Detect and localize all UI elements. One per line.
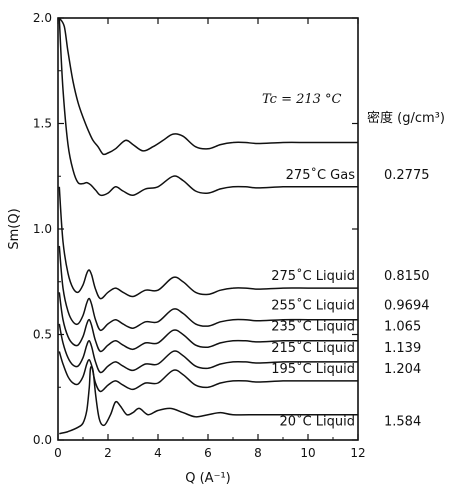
- x-axis-title: Q (A⁻¹): [185, 471, 230, 486]
- y-tick-label: 2.0: [33, 11, 52, 25]
- density-value: 1.139: [384, 341, 421, 356]
- x-tick-label: 2: [104, 446, 112, 460]
- y-tick-label: 1.5: [33, 117, 52, 131]
- sm-curve: [58, 292, 358, 353]
- density-value: 1.065: [384, 320, 421, 335]
- y-tick-label: 1.0: [33, 222, 52, 236]
- sm-curve: [58, 186, 358, 300]
- x-tick-label: 0: [54, 446, 62, 460]
- sm-curve: [58, 351, 358, 393]
- density-labels: 1.584 1.204 1.139 1.065 0.9694 0.8150 0.2775: [384, 168, 430, 430]
- curve-label: 235˚C Liquid: [271, 319, 355, 335]
- y-axis-ticks: 0.0 0.5 1.0 1.5 2.0: [33, 11, 358, 447]
- curve-label: 255˚C Liquid: [271, 298, 355, 314]
- curve-labels: 20˚C Liquid 195˚C Liquid 215˚C Liquid 235˚C…: [271, 167, 355, 430]
- density-value: 0.9694: [384, 299, 430, 314]
- x-tick-label: 12: [350, 446, 365, 460]
- curve-label: 275˚C Gas: [286, 167, 356, 183]
- y-tick-label: 0.0: [33, 433, 52, 447]
- curves: [58, 17, 358, 435]
- curve-label: 215˚C Liquid: [271, 340, 355, 356]
- density-value: 1.204: [384, 362, 421, 377]
- x-tick-label: 6: [204, 446, 212, 460]
- sm-curve: [58, 17, 358, 156]
- y-tick-label: 0.5: [33, 328, 52, 342]
- x-axis-ticks: 0 2 4 6 8 10 12: [54, 18, 366, 460]
- sm-curve: [58, 245, 358, 332]
- sm-curve: [58, 17, 358, 197]
- x-tick-label: 10: [300, 446, 315, 460]
- density-value: 1.584: [384, 415, 421, 430]
- x-tick-label: 8: [254, 446, 262, 460]
- curve-label: 275˚C Liquid: [271, 268, 355, 284]
- curve-label: 20˚C Liquid: [280, 414, 355, 430]
- sm-curve: [58, 323, 358, 374]
- y-axis-title: Sm(Q): [7, 208, 22, 249]
- x-tick-label: 4: [154, 446, 162, 460]
- tc-annotation: Tc = 213 °C: [262, 92, 342, 107]
- sm-curve: [59, 365, 358, 435]
- density-value: 0.2775: [384, 168, 430, 183]
- density-header: 密度 (g/cm³): [367, 110, 445, 126]
- density-value: 0.8150: [384, 269, 430, 284]
- curve-label: 195˚C Liquid: [271, 361, 355, 377]
